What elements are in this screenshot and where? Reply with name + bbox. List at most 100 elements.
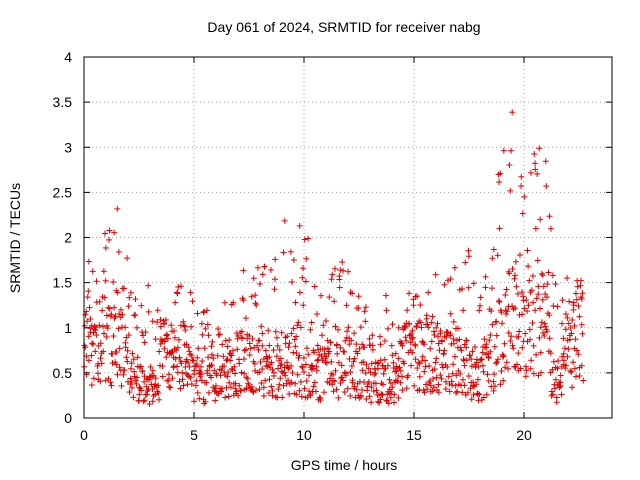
data-point xyxy=(146,401,153,408)
data-point xyxy=(383,307,390,314)
data-point xyxy=(575,303,582,310)
data-point xyxy=(344,385,351,392)
data-point xyxy=(259,366,266,373)
data-point xyxy=(550,358,557,365)
data-point xyxy=(320,322,327,329)
data-point xyxy=(542,323,549,330)
data-point xyxy=(338,362,345,369)
data-point xyxy=(475,376,482,383)
data-point xyxy=(510,345,517,352)
data-point xyxy=(227,351,234,358)
data-point xyxy=(329,271,336,278)
data-point xyxy=(281,369,288,376)
data-point xyxy=(546,213,553,220)
data-point xyxy=(97,340,104,347)
data-point xyxy=(454,388,461,395)
data-point xyxy=(113,349,120,356)
data-point xyxy=(433,355,440,362)
data-point xyxy=(477,357,484,364)
data-point xyxy=(209,338,216,345)
data-point xyxy=(282,340,289,347)
data-point xyxy=(345,324,352,331)
data-point xyxy=(85,357,92,364)
data-point xyxy=(212,382,219,389)
data-point xyxy=(292,299,299,306)
data-point xyxy=(377,341,384,348)
data-point xyxy=(89,340,96,347)
data-point xyxy=(254,264,261,271)
data-point xyxy=(226,337,233,344)
data-point xyxy=(532,160,539,167)
data-point xyxy=(542,291,549,298)
data-point xyxy=(82,311,89,318)
data-point xyxy=(301,385,308,392)
data-point xyxy=(354,350,361,357)
y-tick-label: 0.5 xyxy=(53,365,73,381)
data-point xyxy=(296,222,303,229)
data-point xyxy=(559,353,566,360)
data-point xyxy=(179,376,186,383)
data-point xyxy=(412,342,419,349)
data-point xyxy=(124,255,131,262)
data-point xyxy=(457,370,464,377)
data-point xyxy=(575,351,582,358)
data-point xyxy=(318,292,325,299)
data-point xyxy=(138,302,145,309)
data-point xyxy=(422,363,429,370)
chart-title: Day 061 of 2024, SRMTID for receiver nab… xyxy=(207,19,480,35)
data-point xyxy=(504,308,511,315)
data-point xyxy=(109,350,116,357)
data-point xyxy=(118,382,125,389)
data-point xyxy=(560,357,567,364)
data-point xyxy=(434,320,441,327)
data-point xyxy=(432,271,439,278)
data-point xyxy=(426,378,433,385)
data-point xyxy=(490,387,497,394)
data-point xyxy=(260,392,267,399)
data-point xyxy=(545,269,552,276)
y-tick-label: 0 xyxy=(64,410,72,426)
data-point xyxy=(300,354,307,361)
data-point xyxy=(172,355,179,362)
data-point xyxy=(338,374,345,381)
data-point xyxy=(380,381,387,388)
grid-lines xyxy=(84,57,612,418)
data-point xyxy=(395,324,402,331)
data-point xyxy=(402,334,409,341)
data-point xyxy=(562,326,569,333)
data-point xyxy=(475,363,482,370)
data-point xyxy=(536,145,543,152)
data-point xyxy=(222,337,229,344)
data-point xyxy=(456,336,463,343)
y-tick-label: 2 xyxy=(64,230,72,246)
data-point xyxy=(174,363,181,370)
data-point xyxy=(175,283,182,290)
data-point xyxy=(528,357,535,364)
data-point xyxy=(569,316,576,323)
data-point xyxy=(492,383,499,390)
data-point xyxy=(388,388,395,395)
data-point xyxy=(394,378,401,385)
data-point xyxy=(408,362,415,369)
data-point xyxy=(530,342,537,349)
data-point xyxy=(400,360,407,367)
data-point xyxy=(376,399,383,406)
data-point xyxy=(101,294,108,301)
data-point xyxy=(161,336,168,343)
data-point xyxy=(97,378,104,385)
data-point xyxy=(429,387,436,394)
data-point xyxy=(431,384,438,391)
data-point xyxy=(455,325,462,332)
data-point xyxy=(248,293,255,300)
data-point xyxy=(420,339,427,346)
data-point xyxy=(453,389,460,396)
data-point xyxy=(453,372,460,379)
data-point xyxy=(570,302,577,309)
data-point xyxy=(194,389,201,396)
data-point xyxy=(292,380,299,387)
data-point xyxy=(526,277,533,284)
data-point xyxy=(537,349,544,356)
data-point xyxy=(409,335,416,342)
data-point xyxy=(347,369,354,376)
data-point xyxy=(125,332,132,339)
